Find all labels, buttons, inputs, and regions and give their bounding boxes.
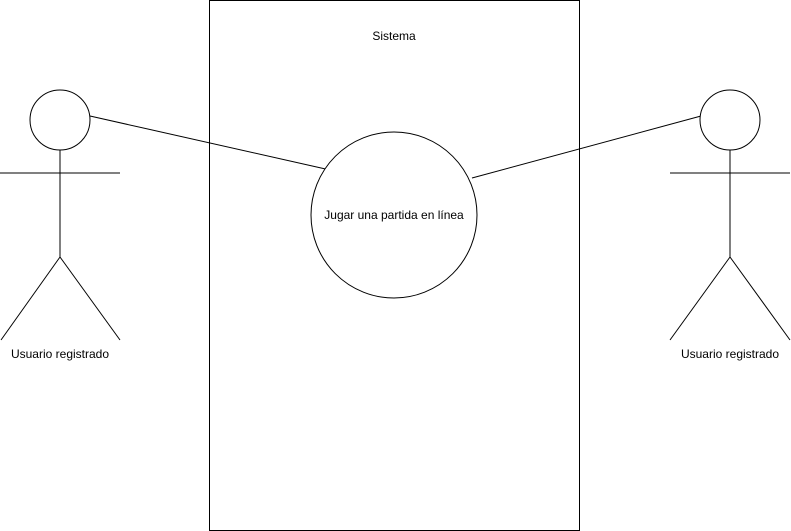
system-title: Sistema	[372, 29, 416, 43]
actor-left-head	[29, 89, 91, 151]
association-line-left	[89, 115, 331, 171]
use-case[interactable]: Jugar una partida en línea	[310, 131, 478, 299]
use-case-label: Jugar una partida en línea	[324, 208, 464, 222]
actor-left-leg-right	[59, 256, 121, 341]
actor-right-leg-left	[669, 256, 731, 341]
actor-right-leg-right	[729, 256, 791, 341]
association-line-right	[471, 115, 702, 179]
actor-right[interactable]: Usuario registrado	[669, 89, 791, 361]
actor-right-head	[699, 89, 761, 151]
actor-left-label: Usuario registrado	[11, 347, 109, 361]
actor-left[interactable]: Usuario registrado	[0, 89, 121, 361]
use-case-ellipse[interactable]	[310, 131, 478, 299]
actor-left-leg-left	[0, 256, 61, 341]
actor-right-label: Usuario registrado	[681, 347, 779, 361]
